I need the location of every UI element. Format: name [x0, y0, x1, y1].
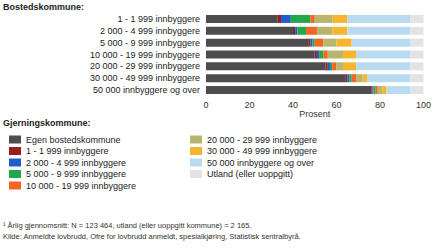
svg-text:Prosent: Prosent	[299, 109, 331, 119]
svg-text:0: 0	[203, 100, 208, 110]
svg-text:100: 100	[416, 100, 431, 110]
svg-text:5 000 - 9 999 innbyggere: 5 000 - 9 999 innbyggere	[26, 169, 126, 179]
svg-text:Egen bostedskommune: Egen bostedskommune	[26, 135, 121, 145]
svg-text:20 000 - 29 999 innbyggere: 20 000 - 29 999 innbyggere	[207, 135, 317, 145]
svg-text:60: 60	[331, 100, 341, 110]
svg-text:5 000 - 9 999 innbyggere: 5 000 - 9 999 innbyggere	[100, 38, 200, 48]
svg-text:10 000 - 19 999 innbyggere: 10 000 - 19 999 innbyggere	[90, 50, 200, 60]
svg-text:Kilde: Anmeldte lovbrudd, Ofre: Kilde: Anmeldte lovbrudd, Ofre for lovbr…	[3, 232, 301, 241]
svg-text:1 - 1 999 innbyggere: 1 - 1 999 innbyggere	[26, 146, 109, 156]
svg-text:30 000 - 49 999 innbyggere: 30 000 - 49 999 innbyggere	[207, 146, 317, 156]
svg-text:¹ Årlig gjennomsnitt: N = 123: ¹ Årlig gjennomsnitt: N = 123 464, utlan…	[3, 221, 251, 230]
svg-text:20 000 - 29 999 innbyggere: 20 000 - 29 999 innbyggere	[90, 61, 200, 71]
svg-text:20: 20	[244, 100, 254, 110]
svg-text:1 - 1 999 innbyggere: 1 - 1 999 innbyggere	[117, 14, 200, 24]
svg-text:Utland (eller uoppgitt): Utland (eller uoppgitt)	[207, 169, 293, 179]
svg-text:Bostedskommune:: Bostedskommune:	[3, 2, 84, 12]
svg-text:10 000 - 19 999 innbyggere: 10 000 - 19 999 innbyggere	[26, 181, 136, 191]
svg-text:50 000 innbyggere og over: 50 000 innbyggere og over	[207, 158, 314, 168]
svg-text:2 000 - 4 999 innbyggere: 2 000 - 4 999 innbyggere	[26, 158, 126, 168]
svg-text:2 000 - 4 999 innbyggere: 2 000 - 4 999 innbyggere	[100, 26, 200, 36]
svg-text:50 000 innbyggere og over: 50 000 innbyggere og over	[93, 85, 200, 95]
svg-text:Gjerningskommune:: Gjerningskommune:	[3, 118, 91, 128]
svg-text:30 000 - 49 999 innbyggere: 30 000 - 49 999 innbyggere	[90, 73, 200, 83]
svg-text:80: 80	[375, 100, 385, 110]
svg-text:40: 40	[288, 100, 298, 110]
